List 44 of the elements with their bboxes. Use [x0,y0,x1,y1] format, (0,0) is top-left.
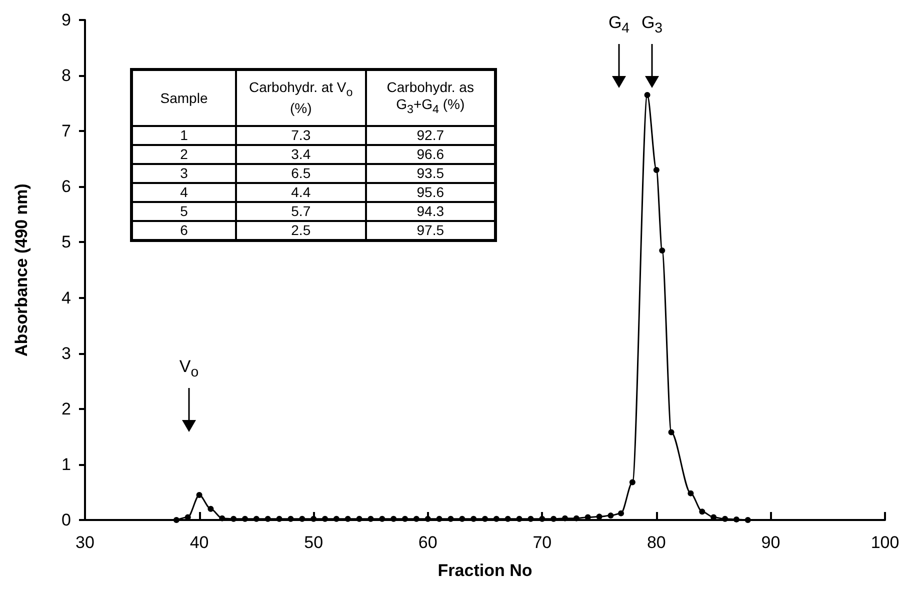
annotation: G$_{4}$ [608,13,630,36]
y-tick-label: 0 [62,510,71,530]
annotation: V$_{o}$ [179,357,199,380]
annotation: 4 [132,183,236,202]
x-axis-title: Fraction No [438,561,532,580]
annotation: 5 [132,202,236,221]
annotation: 94.3 [366,202,496,221]
x-tick-label: 30 [76,533,94,552]
x-tick-label: 70 [532,533,552,552]
annotation: 92.7 [366,126,496,145]
annotation: Carbohydr. as G$_{3}$+G$_{4}$ (%) [366,70,496,126]
y-axis-title: Absorbance (490 nm) [12,184,31,356]
x-tick-label: 40 [190,533,209,552]
y-tick-label: 1 [62,454,71,474]
annotation: 97.5 [366,221,496,240]
annotation: 3.4 [236,145,366,164]
annotation: 2 [132,145,236,164]
y-tick-label: 7 [62,122,71,141]
y-tick-label: 3 [62,344,71,363]
annotation: Sample [132,70,236,126]
x-tick-label: 50 [304,533,324,552]
y-tick-label: 5 [62,232,71,252]
annotation: 1 [132,126,236,145]
text: Carbohydr. at V$_{o}$ (%) [248,78,353,116]
annotation: 6 [132,221,236,240]
y-tick-label: 2 [62,399,71,418]
annotation: G$_{3}$ [641,13,663,36]
annotation: 7.3 [236,126,366,145]
x-tick-label: 90 [761,533,780,552]
x-tick-label: 100 [870,533,900,552]
annotation: 96.6 [366,145,496,164]
y-tick-label: 8 [62,66,71,86]
annotation: 95.6 [366,183,496,202]
annotation: 2.5 [236,221,366,240]
annotation: 93.5 [366,164,496,183]
x-tick-label: 60 [418,533,438,552]
y-tick-label: 6 [62,177,71,196]
annotation: 4.4 [236,183,366,202]
y-tick-label: 9 [62,10,71,30]
y-tick-label: 4 [62,288,71,308]
annotation: 5.7 [236,202,366,221]
annotation: 3 [132,164,236,183]
annotation: 6.5 [236,164,366,183]
x-tick-label: 80 [646,533,666,552]
